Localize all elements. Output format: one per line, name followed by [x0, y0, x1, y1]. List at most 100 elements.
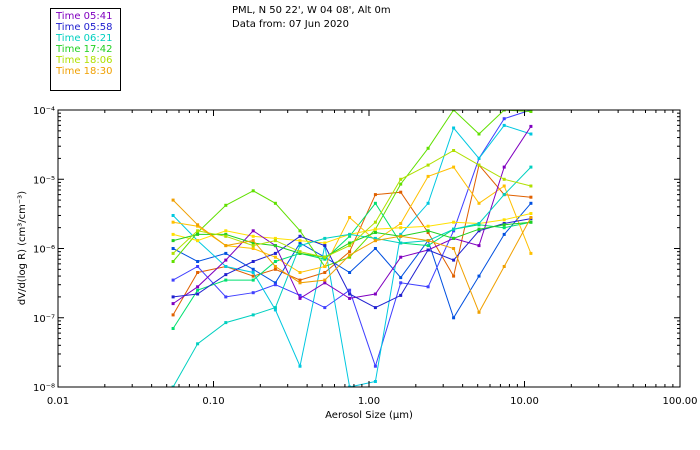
date-text: Data from: 07 Jun 2020 [232, 19, 350, 30]
legend-item-0558: Time 05:58 [56, 22, 113, 33]
trace-point-0-9 [399, 190, 403, 194]
series-5 [171, 198, 533, 314]
trace-point-4-1 [196, 231, 200, 234]
location-text: PML, N 50 22', W 04 08', Alt 0m [232, 5, 391, 16]
series-point-4-10 [426, 163, 430, 167]
trace-point-6-6 [323, 265, 327, 268]
trace-point-0-0 [171, 313, 175, 317]
y-tick-label: 10⁻⁶ [33, 245, 55, 256]
series-point-0-5 [298, 296, 302, 300]
x-axis-label: Aerosol Size (μm) [325, 410, 413, 421]
series-point-1-0 [171, 295, 175, 299]
series-point-0-7 [348, 296, 352, 300]
trace-point-2-13 [502, 117, 506, 121]
series-point-3-2 [224, 232, 228, 236]
trace-point-5-0 [171, 327, 175, 330]
series-point-5-8 [373, 239, 377, 243]
trace-point-6-9 [399, 222, 403, 225]
series-point-0-12 [477, 244, 481, 248]
series-point-2-12 [477, 222, 481, 225]
trace-point-5-7 [348, 234, 352, 238]
trace-point-7-9 [399, 226, 403, 230]
series-point-4-4 [273, 239, 277, 243]
series-point-0-2 [224, 258, 228, 262]
series-point-5-12 [477, 310, 481, 314]
series-point-0-1 [196, 285, 200, 289]
trace-point-7-2 [224, 229, 228, 233]
trace-point-0-14 [529, 195, 533, 199]
series-point-4-14 [529, 184, 533, 188]
series-point-3-1 [196, 232, 200, 236]
series-point-5-7 [348, 253, 352, 257]
plot-frame [57, 109, 681, 388]
trace-point-6-10 [426, 174, 430, 178]
series-point-5-0 [171, 198, 175, 202]
trace-point-2-9 [399, 281, 403, 285]
trace-line-6 [173, 166, 532, 274]
series-point-0-14 [529, 124, 533, 128]
series-point-3-11 [452, 236, 456, 240]
trace-point-3-4 [273, 308, 277, 312]
series-point-0-3 [251, 229, 255, 233]
series-point-2-3 [251, 313, 255, 317]
trace-point-5-13 [502, 226, 506, 230]
trace-point-2-5 [298, 293, 302, 297]
trace-point-0-8 [373, 193, 377, 197]
series-point-2-11 [452, 227, 456, 231]
legend-item-1742: Time 17:42 [56, 44, 113, 55]
series-point-2-5 [298, 244, 302, 248]
trace-2 [171, 110, 533, 368]
trace-point-1-1 [196, 260, 200, 263]
trace-point-1-3 [251, 267, 255, 271]
x-tick-label: 0.10 [202, 396, 224, 407]
trace-point-7-14 [529, 212, 533, 215]
trace-point-4-2 [224, 203, 228, 207]
trace-point-7-10 [426, 224, 430, 228]
series-point-0-0 [171, 302, 175, 306]
series-point-3-0 [171, 239, 175, 243]
trace-point-7-8 [373, 227, 377, 231]
trace-point-6-11 [452, 165, 456, 169]
trace-point-0-10 [426, 231, 430, 234]
trace-point-6-14 [529, 251, 533, 255]
series-point-2-8 [373, 236, 377, 240]
trace-point-3-2 [224, 265, 228, 268]
trace-point-2-10 [426, 285, 430, 289]
trace-point-6-4 [273, 255, 277, 259]
trace-point-4-13 [502, 110, 506, 112]
trace-point-1-11 [452, 316, 456, 320]
series-point-1-10 [426, 248, 430, 252]
trace-point-2-6 [323, 306, 327, 310]
trace-point-2-2 [224, 295, 228, 299]
series-point-5-5 [298, 281, 302, 285]
series-point-2-6 [323, 236, 327, 240]
trace-point-2-11 [452, 229, 456, 233]
series-point-3-12 [477, 227, 481, 231]
series-point-1-3 [251, 260, 255, 263]
series-point-2-4 [273, 306, 277, 310]
legend-item-0541: Time 05:41 [56, 11, 113, 22]
trace-point-4-14 [529, 110, 533, 113]
trace-line-7 [172, 213, 532, 244]
trace-point-0-5 [298, 278, 302, 282]
trace-point-2-3 [251, 291, 255, 295]
trace-point-0-7 [348, 250, 352, 254]
series-point-4-5 [298, 250, 302, 254]
series-point-2-13 [502, 193, 506, 197]
series-point-3-5 [298, 251, 302, 255]
legend-item-1830: Time 18:30 [56, 66, 113, 77]
trace-point-4-11 [452, 110, 456, 112]
series-point-3-3 [251, 241, 255, 245]
trace-point-4-7 [348, 255, 352, 259]
trace-point-7-1 [196, 239, 200, 243]
y-tick-label: 10⁻⁷ [33, 314, 55, 325]
trace-point-2-0 [171, 278, 175, 282]
trace-point-7-13 [502, 218, 506, 222]
trace-point-2-1 [196, 265, 200, 268]
trace-6 [171, 165, 533, 274]
series-point-1-11 [452, 258, 456, 262]
series-point-1-1 [196, 292, 200, 296]
trace-point-4-3 [251, 189, 255, 193]
trace-point-5-4 [273, 260, 277, 263]
trace-point-6-0 [171, 220, 175, 224]
